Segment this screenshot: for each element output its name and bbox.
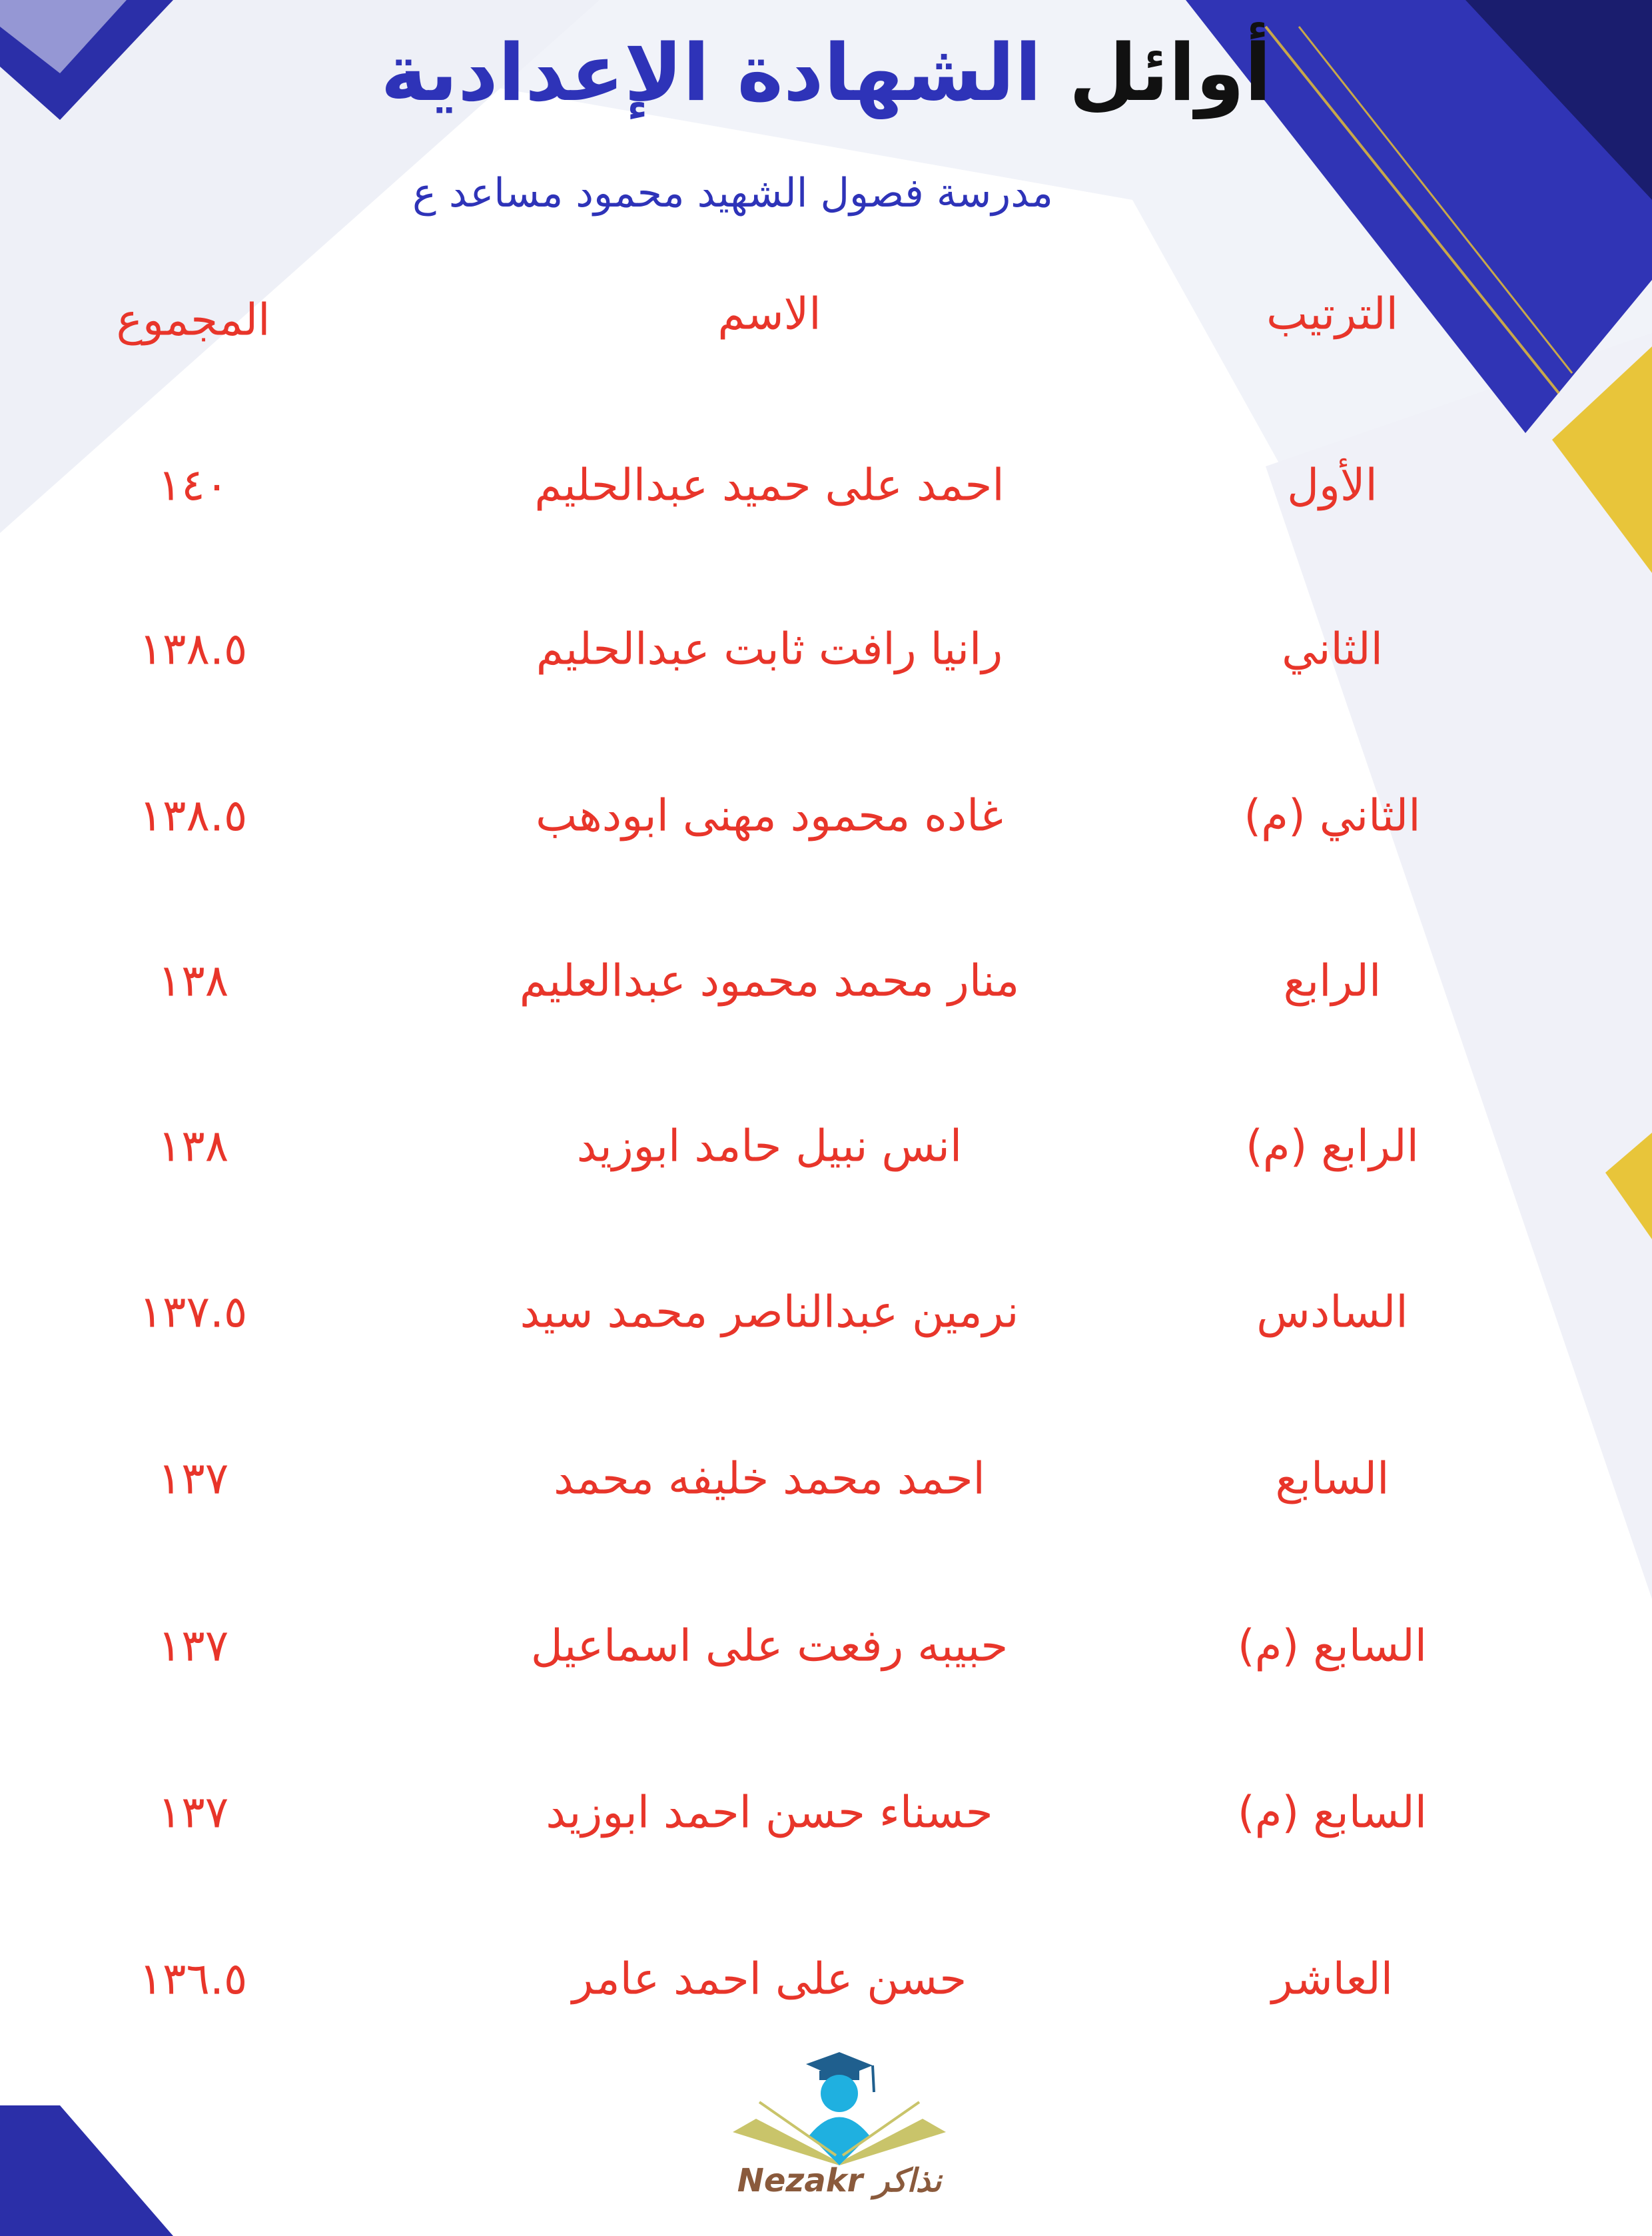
rank-cell: الرابع bbox=[1283, 955, 1382, 1007]
name-cell: نرمين عبدالناصر محمد سيد bbox=[520, 1286, 1019, 1338]
name-cell: رانيا رافت ثابت عبدالحليم bbox=[536, 623, 1003, 675]
total-cell: ١٣٧.٥ bbox=[139, 1286, 248, 1338]
name-cell: احمد محمد خليفه محمد bbox=[554, 1452, 985, 1504]
total-cell: ١٣٨.٥ bbox=[139, 790, 248, 841]
name-cell: حسن على احمد عامر bbox=[572, 1953, 967, 2005]
rank-cell: الأول bbox=[1287, 459, 1378, 511]
rank-cell: الثاني bbox=[1282, 623, 1383, 675]
rank-cell: السابع bbox=[1275, 1452, 1390, 1504]
title-part-2: الشهادة الإعدادية bbox=[380, 27, 1042, 119]
name-cell: انس نبيل حامد ابوزيد bbox=[576, 1120, 963, 1172]
page-title: أوائل الشهادة الإعدادية bbox=[0, 27, 1652, 119]
column-header-name: الاسم bbox=[717, 288, 821, 340]
rank-cell: الرابع (م) bbox=[1245, 1120, 1420, 1172]
total-cell: ١٣٧ bbox=[157, 1786, 229, 1838]
total-cell: ١٤٠ bbox=[157, 459, 229, 511]
rank-cell: السابع (م) bbox=[1237, 1620, 1428, 1672]
name-cell: منار محمد محمود عبدالعليم bbox=[519, 955, 1020, 1007]
column-header-total: المجموع bbox=[116, 294, 270, 346]
total-cell: ١٣٧ bbox=[157, 1620, 229, 1672]
school-name: مدرسة فصول الشهيد محمود مساعد ع bbox=[412, 170, 1053, 217]
total-cell: ١٣٨.٥ bbox=[139, 623, 248, 675]
title-part-1: أوائل bbox=[1068, 27, 1272, 119]
rank-cell: السادس bbox=[1256, 1286, 1408, 1338]
name-cell: حبيبه رفعت على اسماعيل bbox=[530, 1620, 1009, 1672]
total-cell: ١٣٦.٥ bbox=[139, 1953, 248, 2005]
rank-cell: الثاني (م) bbox=[1244, 790, 1421, 841]
total-cell: ١٣٨ bbox=[157, 1120, 229, 1172]
rank-cell: السابع (م) bbox=[1237, 1786, 1428, 1838]
name-cell: احمد على حميد عبدالحليم bbox=[534, 459, 1005, 511]
logo-text: Nezakr نذاكر bbox=[737, 2162, 942, 2199]
name-cell: غاده محمود مهنى ابودهب bbox=[536, 790, 1003, 841]
column-header-rank: الترتيب bbox=[1266, 288, 1398, 340]
total-cell: ١٣٨ bbox=[157, 955, 229, 1007]
nezakr-logo bbox=[733, 2052, 946, 2165]
name-cell: حسناء حسن احمد ابوزيد bbox=[546, 1786, 993, 1838]
rank-cell: العاشر bbox=[1271, 1953, 1394, 2005]
total-cell: ١٣٧ bbox=[157, 1452, 229, 1504]
